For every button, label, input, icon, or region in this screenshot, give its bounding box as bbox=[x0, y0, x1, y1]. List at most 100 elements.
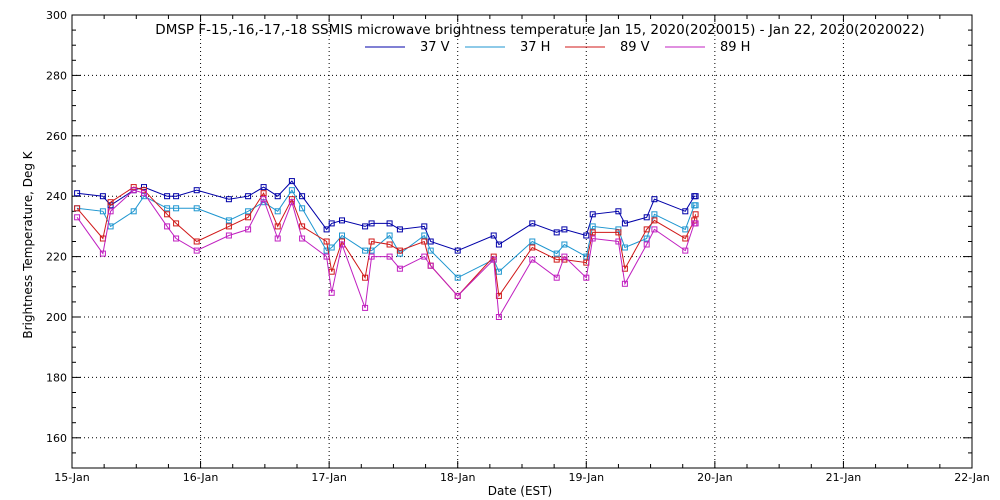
data-point-37-v bbox=[99, 193, 106, 200]
x-tick-label: 15-Jan bbox=[54, 471, 90, 484]
series-line-89-h bbox=[76, 189, 696, 319]
data-point-89-v bbox=[274, 223, 281, 230]
data-point-37-v bbox=[245, 193, 252, 200]
data-point-37-v bbox=[682, 208, 689, 215]
data-point-37-h bbox=[589, 223, 596, 230]
data-point-37-v bbox=[164, 193, 171, 200]
y-tick-label: 220 bbox=[46, 251, 67, 264]
data-point-37-v bbox=[529, 220, 536, 227]
data-point-89-h bbox=[328, 289, 335, 296]
data-point-37-v bbox=[193, 187, 200, 194]
y-tick-label: 160 bbox=[46, 432, 67, 445]
data-point-89-v bbox=[173, 220, 180, 227]
data-point-89-h bbox=[299, 235, 306, 242]
data-point-89-h bbox=[495, 314, 502, 320]
data-point-37-v bbox=[583, 232, 590, 239]
data-point-37-v bbox=[561, 226, 568, 233]
legend-label: 89 H bbox=[720, 40, 750, 55]
data-point-37-v bbox=[288, 178, 295, 185]
data-point-89-h bbox=[490, 256, 497, 263]
data-point-37-h bbox=[288, 187, 295, 194]
x-tick-label: 17-Jan bbox=[311, 471, 347, 484]
data-point-89-v bbox=[615, 229, 622, 236]
data-point-89-v bbox=[323, 238, 330, 245]
data-point-37-h bbox=[368, 247, 375, 254]
data-point-37-h bbox=[339, 232, 345, 239]
data-point-37-v bbox=[396, 226, 403, 233]
data-point-37-v bbox=[260, 184, 267, 191]
data-point-37-h bbox=[454, 274, 461, 281]
data-point-89-v bbox=[245, 214, 252, 221]
data-point-89-v bbox=[164, 211, 171, 218]
data-point-37-v bbox=[421, 223, 428, 230]
legend-item-37-h: 37 H bbox=[465, 40, 550, 55]
data-point-89-h bbox=[561, 253, 568, 260]
data-point-37-h bbox=[274, 208, 281, 215]
data-point-89-h bbox=[225, 232, 232, 239]
data-point-89-v bbox=[130, 184, 137, 191]
data-point-89-h bbox=[274, 235, 281, 242]
series-line-37-v bbox=[77, 180, 696, 252]
data-point-89-h bbox=[288, 199, 295, 206]
data-point-89-h bbox=[339, 241, 345, 248]
data-point-37-h bbox=[529, 238, 536, 245]
legend-item-89-h: 89 H bbox=[665, 40, 750, 55]
data-point-89-h bbox=[362, 304, 369, 311]
data-point-37-h bbox=[245, 208, 252, 215]
data-point-89-h bbox=[74, 214, 81, 221]
data-series bbox=[74, 178, 699, 320]
data-point-37-h bbox=[173, 205, 180, 212]
data-point-89-h bbox=[553, 274, 560, 281]
chart-title: DMSP F-15,-16,-17,-18 SSMIS microwave br… bbox=[155, 22, 924, 38]
data-point-89-v bbox=[74, 205, 81, 212]
data-point-89-h bbox=[529, 256, 536, 263]
data-point-89-h bbox=[421, 253, 428, 260]
data-point-89-h bbox=[107, 208, 114, 215]
data-point-37-v bbox=[490, 232, 497, 239]
data-point-89-v bbox=[692, 211, 699, 218]
data-point-89-h bbox=[99, 250, 106, 257]
series-37-v bbox=[74, 178, 699, 254]
series-37-h bbox=[74, 187, 699, 281]
data-point-37-h bbox=[421, 232, 428, 239]
legend-item-89-v: 89 V bbox=[565, 40, 650, 55]
data-point-37-h bbox=[225, 217, 232, 224]
data-point-37-h bbox=[386, 232, 393, 239]
data-point-89-h bbox=[245, 226, 252, 233]
data-point-37-v bbox=[553, 229, 560, 236]
series-line-89-v bbox=[76, 186, 697, 298]
data-point-37-v bbox=[339, 217, 345, 224]
data-point-37-h bbox=[323, 247, 330, 254]
data-point-37-h bbox=[553, 250, 560, 257]
data-point-37-v bbox=[299, 193, 306, 200]
data-point-37-h bbox=[651, 211, 658, 218]
data-point-37-h bbox=[692, 202, 699, 209]
data-point-89-h bbox=[386, 253, 393, 260]
data-point-37-h bbox=[621, 244, 628, 251]
data-point-37-v bbox=[651, 196, 658, 203]
data-point-37-v bbox=[386, 220, 393, 227]
y-tick-label: 240 bbox=[46, 190, 67, 203]
legend-label: 37 H bbox=[520, 40, 550, 55]
data-point-89-v bbox=[299, 223, 306, 230]
data-point-37-v bbox=[615, 208, 622, 215]
data-point-89-v bbox=[529, 244, 536, 251]
data-point-89-v bbox=[643, 226, 650, 233]
data-point-37-v bbox=[362, 223, 369, 230]
data-point-37-h bbox=[328, 244, 335, 251]
data-point-37-h bbox=[682, 226, 689, 233]
y-tick-label: 260 bbox=[46, 130, 67, 143]
data-point-37-v bbox=[621, 220, 628, 227]
data-point-89-h bbox=[141, 190, 147, 197]
axis-ticks: 15-Jan 16-Jan 17-Jan 18-Jan 19-Jan 20-Jan 21-J… bbox=[46, 9, 990, 484]
y-tick-label: 300 bbox=[46, 9, 67, 22]
data-point-37-v bbox=[427, 238, 434, 245]
data-point-37-v bbox=[495, 241, 502, 248]
data-point-89-h bbox=[323, 253, 330, 260]
data-point-89-h bbox=[368, 253, 375, 260]
legend-label: 89 V bbox=[620, 40, 650, 55]
data-point-37-v bbox=[141, 184, 147, 191]
data-point-89-h bbox=[173, 235, 180, 242]
